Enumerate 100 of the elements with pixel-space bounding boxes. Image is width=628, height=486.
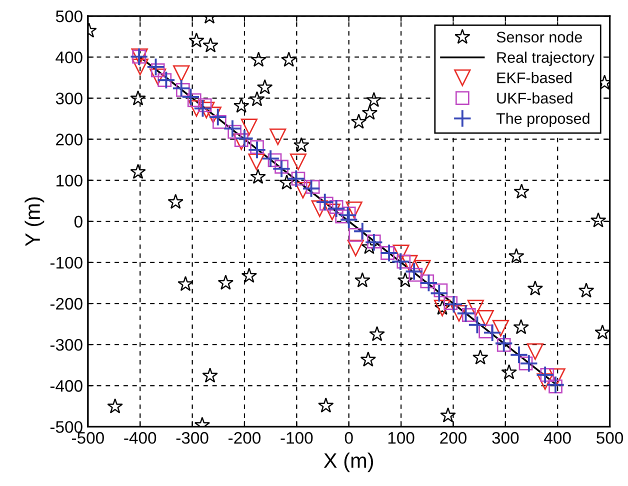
point: [494, 334, 514, 353]
y-tick-label: 400: [56, 52, 82, 64]
x-tick-label: 100: [388, 432, 414, 444]
point: [420, 274, 434, 288]
point: [354, 272, 370, 288]
point: [496, 338, 511, 352]
point: [173, 65, 190, 82]
point: [198, 102, 215, 118]
point: [338, 206, 358, 225]
point: [250, 168, 266, 184]
point: [477, 310, 494, 327]
point: [526, 343, 544, 360]
point: [208, 108, 228, 126]
x-tick-label: 300: [492, 432, 519, 444]
point: [350, 114, 367, 129]
point: [348, 228, 363, 242]
legend-label: Sensor node: [496, 31, 582, 43]
point: [176, 83, 190, 97]
point: [369, 326, 385, 342]
point: [146, 58, 166, 76]
point: [178, 276, 194, 292]
point: [233, 98, 250, 113]
y-tick-label: 500: [56, 10, 82, 22]
point: [204, 106, 222, 124]
x-tick-label: 500: [596, 432, 624, 444]
point: [397, 272, 414, 288]
point: [248, 153, 265, 170]
point: [364, 233, 384, 252]
point: [513, 319, 529, 334]
point: [340, 210, 358, 230]
point: [130, 90, 146, 106]
point: [414, 260, 431, 277]
point: [546, 376, 565, 394]
point: [444, 296, 458, 310]
legend-label: Real trajectory: [497, 52, 594, 66]
point: [520, 354, 538, 373]
point: [510, 346, 528, 364]
point: [478, 324, 493, 338]
point: [472, 349, 488, 365]
x-tick-label: -300: [176, 432, 208, 444]
legend-label: EKF-based: [497, 72, 572, 84]
point: [536, 366, 554, 384]
point: [250, 140, 264, 154]
y-tick-label: -200: [50, 298, 82, 310]
point: [240, 118, 258, 136]
y-tick-label: 100: [56, 174, 82, 187]
point: [302, 179, 321, 198]
point: [248, 140, 266, 160]
point: [278, 174, 295, 190]
point: [404, 262, 424, 281]
x-tick-label: -200: [228, 432, 261, 444]
point: [250, 52, 266, 67]
point: [380, 246, 394, 260]
x-tick-label: 400: [544, 432, 571, 444]
point: [233, 133, 250, 150]
point: [467, 300, 484, 316]
point: [548, 368, 566, 385]
y-tick-label: 0: [74, 216, 82, 228]
point: [294, 182, 312, 198]
point: [401, 254, 418, 272]
point: [434, 283, 448, 298]
point: [223, 119, 242, 138]
point: [241, 268, 258, 283]
y-tick-label: -100: [50, 256, 82, 269]
point: [290, 153, 307, 170]
point: [218, 274, 234, 290]
point: [280, 52, 297, 67]
point: [172, 79, 191, 98]
point: [362, 104, 378, 120]
y-axis-title: Y (m): [24, 197, 44, 246]
point: [156, 70, 176, 90]
point: [327, 199, 346, 218]
point: [311, 200, 328, 217]
point: [536, 373, 554, 390]
point: [366, 234, 381, 248]
y-tick-label: -300: [50, 338, 82, 351]
point: [468, 316, 487, 334]
x-tick-label: -500: [72, 432, 104, 444]
x-tick-label: 0: [344, 432, 353, 444]
point: [353, 222, 372, 241]
y-tick-label: 200: [56, 134, 82, 146]
point: [318, 398, 334, 413]
point: [270, 128, 286, 146]
point: [508, 248, 524, 264]
point: [440, 407, 456, 422]
point: [578, 282, 594, 298]
point: [286, 169, 306, 188]
point: [202, 37, 218, 52]
point: [444, 295, 464, 314]
point: [168, 194, 184, 209]
legend-label: The proposed: [496, 112, 590, 127]
point: [347, 240, 364, 256]
point: [590, 212, 606, 228]
point: [380, 244, 398, 262]
point: [181, 88, 200, 106]
point: [193, 99, 212, 118]
point: [450, 305, 468, 322]
point: [346, 202, 362, 218]
point: [430, 284, 448, 303]
point: [235, 129, 254, 148]
